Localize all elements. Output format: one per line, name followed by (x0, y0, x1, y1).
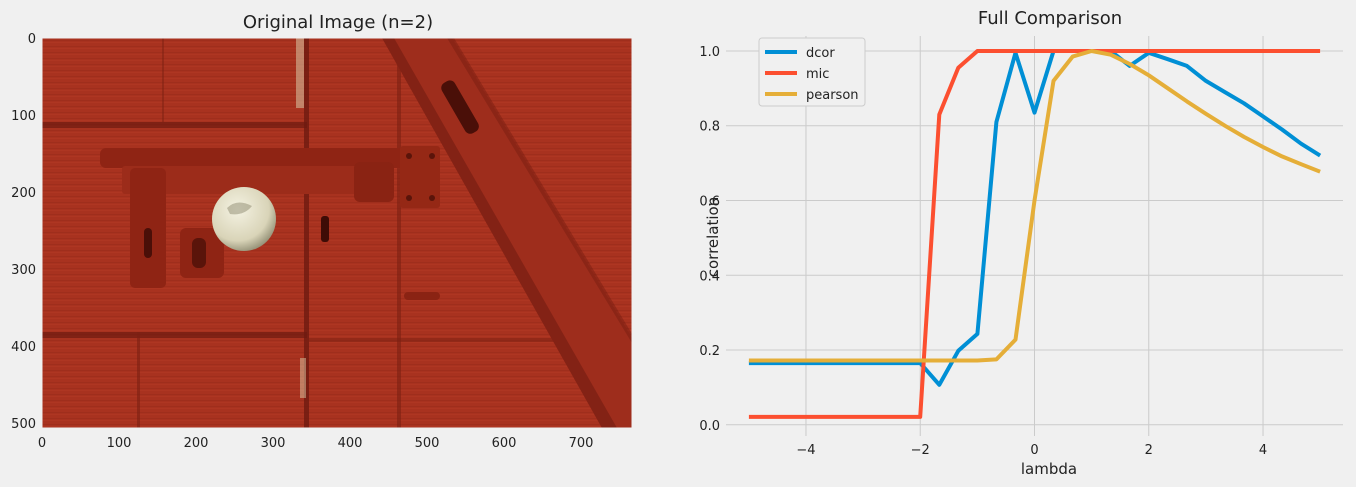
left-y-ticks: 0 100 200 300 400 500 (11, 32, 36, 432)
left-x-tick: 300 (261, 436, 286, 451)
left-y-tick: 500 (11, 417, 36, 432)
left-x-tick: 600 (492, 436, 517, 451)
series-line-mic (748, 49, 1321, 419)
left-x-tick: 400 (338, 436, 363, 451)
y-axis-label: correlation (704, 197, 722, 278)
chart-series (748, 49, 1322, 419)
left-panel: Original Image (n=2) (11, 12, 633, 451)
left-panel-title: Original Image (n=2) (243, 12, 433, 33)
chart-y-ticks: 0.0 0.2 0.4 0.6 0.8 1.0 (699, 45, 720, 434)
legend-label-dcor: dcor (806, 46, 835, 61)
series-line-pearson (748, 49, 1321, 363)
door-photo (42, 38, 632, 428)
left-x-tick: 100 (107, 436, 132, 451)
left-x-tick: 0 (38, 436, 46, 451)
chart-legend: dcor mic pearson (758, 37, 866, 107)
chart-title: Full Comparison (978, 8, 1122, 29)
left-y-tick: 200 (11, 186, 36, 201)
y-tick-label: 0.4 (699, 269, 720, 284)
left-y-tick: 400 (11, 340, 36, 355)
x-axis-label: lambda (1021, 460, 1077, 478)
left-y-tick: 300 (11, 263, 36, 278)
legend-label-pearson: pearson (806, 88, 859, 103)
x-tick-label: 0 (1030, 443, 1038, 458)
left-x-tick: 700 (569, 436, 594, 451)
x-tick-label: −4 (796, 443, 815, 458)
y-tick-label: 0.8 (699, 120, 720, 135)
y-tick-label: 0.0 (699, 419, 720, 434)
left-y-tick: 0 (28, 32, 36, 47)
x-tick-label: −2 (911, 443, 930, 458)
chart-x-ticks: −4 −2 0 2 4 (796, 443, 1267, 458)
y-tick-label: 0.6 (699, 194, 720, 209)
x-tick-label: 4 (1259, 443, 1267, 458)
left-x-tick: 200 (184, 436, 209, 451)
left-y-tick: 100 (11, 109, 36, 124)
left-x-tick: 500 (415, 436, 440, 451)
right-panel: Full Comparison 0.0 0.2 0.4 0.6 0.8 1.0 −4 −2 0… (699, 8, 1343, 478)
left-x-ticks: 0 100 200 300 400 500 600 700 (38, 436, 594, 451)
door-knob (212, 187, 276, 251)
legend-frame (758, 37, 866, 107)
x-tick-label: 2 (1145, 443, 1153, 458)
y-tick-label: 0.2 (699, 344, 720, 359)
series-line-dcor (748, 49, 1322, 387)
legend-label-mic: mic (806, 67, 829, 82)
y-tick-label: 1.0 (699, 45, 720, 60)
